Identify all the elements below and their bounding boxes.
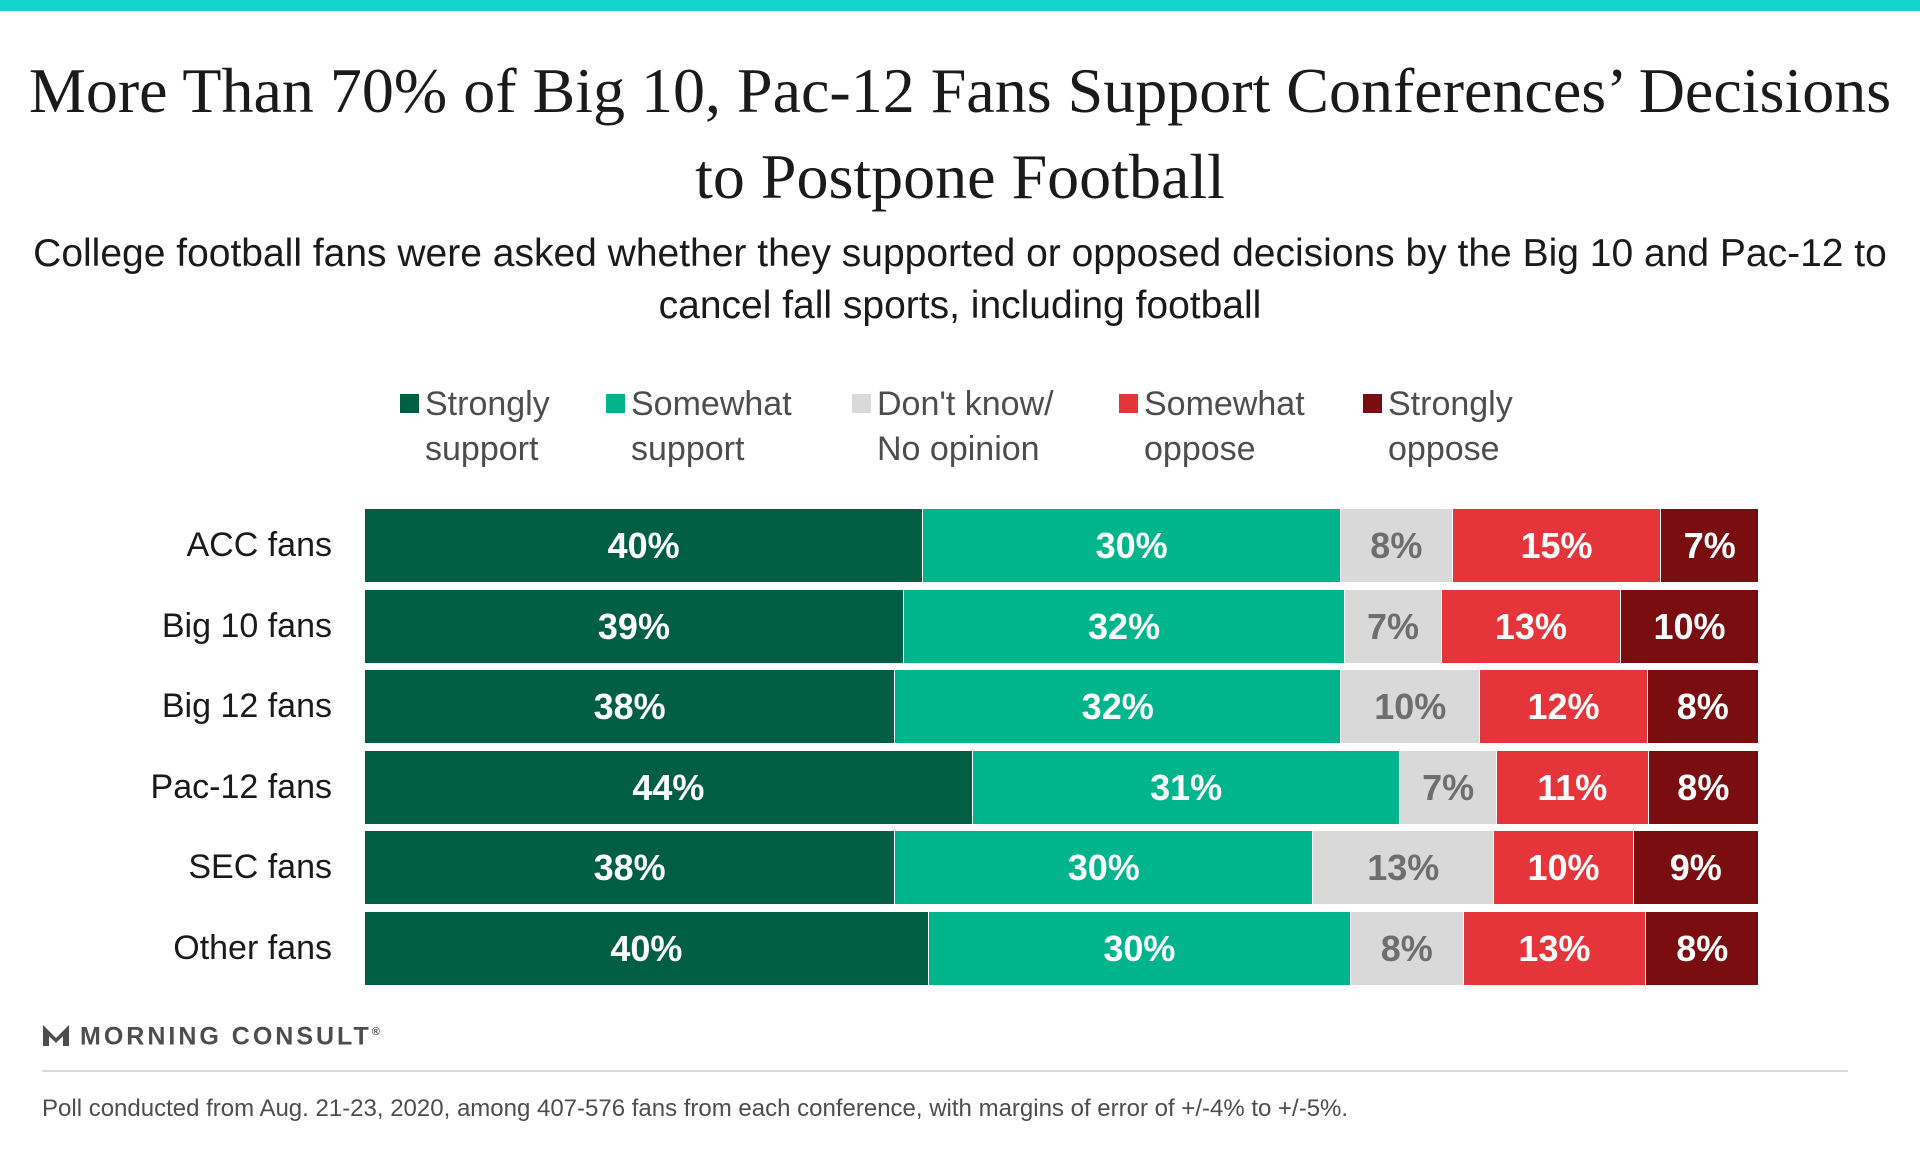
bar-segment: 38% <box>365 831 895 904</box>
bar-segment: 38% <box>365 670 895 743</box>
bar-segment: 40% <box>365 509 923 582</box>
bar-segment: 7% <box>1344 589 1441 663</box>
data-label: 40% <box>607 525 680 566</box>
category-label: SEC fans <box>188 848 332 886</box>
stacked-bar: 38% 30% 13% 10% 9% <box>365 831 1758 904</box>
legend-label: Somewhat oppose <box>1144 385 1305 468</box>
stacked-bar: 44% 31% 7% 11% 8% <box>365 750 1758 824</box>
bar-row: Big 12 fans 38% 32% 10% 12% 8% <box>0 670 1920 743</box>
data-label: 32% <box>1081 686 1154 727</box>
registered-mark: ® <box>371 1026 380 1038</box>
top-accent-bar <box>0 0 1920 11</box>
data-label: 10% <box>1374 686 1447 727</box>
bar-row: Big 10 fans 39% 32% 7% 13% 10% <box>0 589 1920 663</box>
data-label: 13% <box>1367 847 1440 888</box>
data-label: 10% <box>1527 847 1600 888</box>
bar-segment: 10% <box>1493 831 1633 904</box>
category-label: Pac-12 fans <box>150 767 332 806</box>
category-label: Other fans <box>173 928 332 967</box>
data-label: 39% <box>597 605 670 647</box>
bar-segment: 32% <box>902 589 1345 663</box>
bar-segment: 32% <box>894 670 1341 743</box>
data-label: 13% <box>1518 927 1591 969</box>
legend-swatch <box>400 394 419 413</box>
data-label: 8% <box>1370 525 1423 566</box>
bar-segment: 30% <box>922 509 1341 582</box>
legend-label: Somewhat support <box>631 385 792 468</box>
data-label: 38% <box>593 847 666 888</box>
bar-segment: 7% <box>1399 750 1496 824</box>
data-label: 31% <box>1150 766 1223 808</box>
data-label: 9% <box>1669 847 1722 888</box>
logo-text: MORNING CONSULT® <box>80 1022 380 1051</box>
data-label: 32% <box>1088 605 1161 647</box>
bar-segment: 39% <box>365 589 903 663</box>
bar-segment: 9% <box>1632 831 1758 904</box>
category-label: Big 10 fans <box>161 606 332 645</box>
data-label: 15% <box>1520 525 1593 566</box>
bar-segment: 13% <box>1440 589 1621 663</box>
category-label: Big 12 fans <box>161 687 332 725</box>
bar-segment: 12% <box>1479 670 1647 743</box>
stacked-bar: 39% 32% 7% 13% 10% <box>365 589 1758 663</box>
bar-segment: 30% <box>927 911 1350 985</box>
data-label: 44% <box>632 766 705 808</box>
morning-consult-m-icon <box>43 1025 69 1046</box>
legend-swatch <box>1119 394 1138 413</box>
bar-segment: 7% <box>1660 509 1758 582</box>
chart-subtitle: College football fans were asked whether… <box>33 232 1887 327</box>
data-label: 10% <box>1653 605 1726 647</box>
bar-segment: 8% <box>1647 750 1758 824</box>
bar-segment: 8% <box>1340 509 1452 582</box>
bar-segment: 15% <box>1451 509 1661 582</box>
bar-row: Other fans 40% 30% 8% 13% 8% <box>0 911 1920 985</box>
data-label: 30% <box>1067 847 1140 888</box>
legend-swatch <box>1363 394 1382 413</box>
stacked-bar: 40% 30% 8% 15% 7% <box>365 509 1758 582</box>
data-label: 30% <box>1095 525 1168 566</box>
data-label: 7% <box>1683 525 1736 566</box>
legend: Strongly support Somewhat support Don't kn… <box>0 382 1920 482</box>
bar-segment: 10% <box>1620 589 1758 663</box>
bar-segment: 11% <box>1495 750 1648 824</box>
data-label: 13% <box>1494 605 1567 647</box>
footer-divider <box>42 1070 1848 1072</box>
bar-segment: 13% <box>1462 911 1646 985</box>
stacked-bar: 40% 30% 8% 13% 8% <box>365 911 1758 985</box>
data-label: 12% <box>1527 686 1600 727</box>
data-label: 8% <box>1676 927 1729 969</box>
legend-label: Don't know/ No opinion <box>877 385 1054 468</box>
legend-swatch <box>852 394 871 413</box>
data-label: 30% <box>1103 927 1176 969</box>
data-label: 11% <box>1537 766 1608 808</box>
bar-segment: 10% <box>1340 670 1480 743</box>
legend-label: Strongly oppose <box>1388 385 1513 468</box>
footnote: Poll conducted from Aug. 21-23, 2020, am… <box>42 1095 1349 1122</box>
data-label: 7% <box>1366 605 1420 647</box>
data-label: 7% <box>1422 766 1475 808</box>
bar-segment: 8% <box>1646 670 1758 743</box>
bar-segment: 40% <box>365 911 928 985</box>
bar-segment: 30% <box>894 831 1313 904</box>
bar-segment: 31% <box>971 750 1400 824</box>
bar-segment: 8% <box>1349 911 1463 985</box>
bar-row: Pac-12 fans 44% 31% 7% 11% 8% <box>0 750 1920 824</box>
legend-label: Strongly support <box>425 385 550 468</box>
category-label: ACC fans <box>186 526 333 564</box>
stacked-bar: 38% 32% 10% 12% 8% <box>365 670 1758 743</box>
bar-segment: 13% <box>1312 831 1494 904</box>
data-label: 8% <box>1380 927 1433 969</box>
data-label: 8% <box>1676 686 1729 727</box>
legend-swatch <box>606 394 625 413</box>
data-label: 8% <box>1677 766 1730 808</box>
bar-row: SEC fans 38% 30% 13% 10% 9% <box>0 831 1920 904</box>
bar-segment: 8% <box>1645 911 1758 985</box>
chart-title: More Than 70% of Big 10, Pac-12 Fans Sup… <box>28 55 1892 212</box>
bar-segment: 44% <box>365 750 972 824</box>
data-label: 40% <box>610 927 683 969</box>
bar-row: ACC fans 40% 30% 8% 15% 7% <box>0 509 1920 582</box>
data-label: 38% <box>593 686 666 727</box>
